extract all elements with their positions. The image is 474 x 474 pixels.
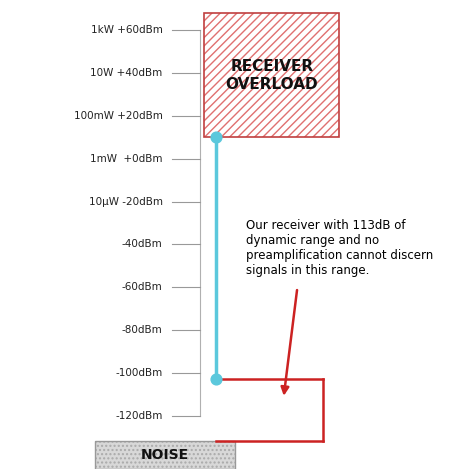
Text: NOISE: NOISE — [141, 448, 189, 462]
Text: 100mW +20dBm: 100mW +20dBm — [74, 111, 163, 121]
Bar — [204, 13, 339, 137]
Text: -40dBm: -40dBm — [122, 239, 163, 249]
Point — [212, 134, 220, 141]
Text: 1mW  +0dBm: 1mW +0dBm — [90, 154, 163, 164]
Text: -120dBm: -120dBm — [115, 411, 163, 421]
Text: 1kW +60dBm: 1kW +60dBm — [91, 26, 163, 36]
Bar — [204, 13, 339, 137]
Text: 10μW -20dBm: 10μW -20dBm — [89, 197, 163, 207]
Bar — [95, 441, 235, 469]
Bar — [95, 441, 235, 469]
Text: Our receiver with 113dB of
dynamic range and no
preamplification cannot discern
: Our receiver with 113dB of dynamic range… — [246, 219, 434, 277]
Text: 10W +40dBm: 10W +40dBm — [91, 68, 163, 78]
Text: -100dBm: -100dBm — [116, 368, 163, 378]
Bar — [95, 441, 235, 469]
Text: RECEIVER
OVERLOAD: RECEIVER OVERLOAD — [226, 59, 318, 91]
Bar — [204, 13, 339, 137]
Text: -80dBm: -80dBm — [122, 325, 163, 335]
Point — [212, 375, 220, 383]
Text: -60dBm: -60dBm — [122, 283, 163, 292]
